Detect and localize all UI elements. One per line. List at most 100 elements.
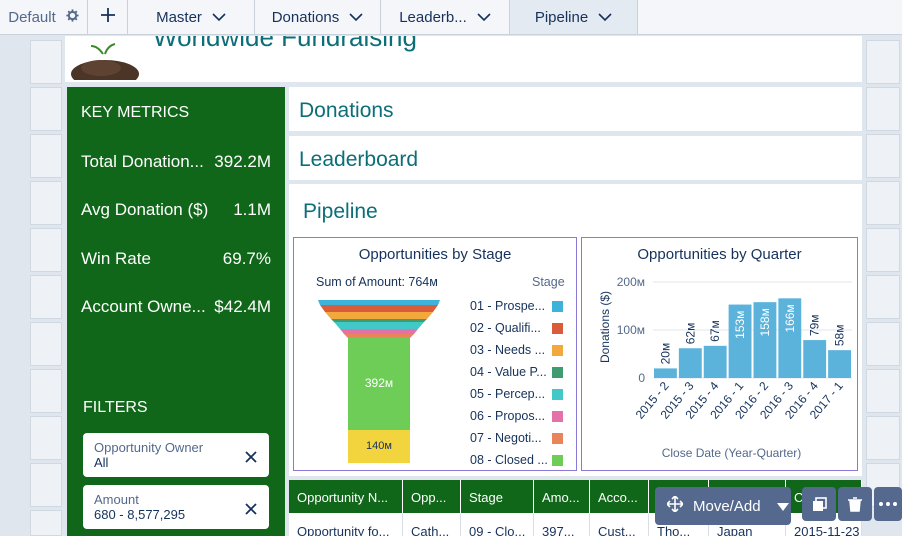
metric-value: 1.1M xyxy=(233,200,271,219)
metric-label: Win Rate xyxy=(81,249,151,268)
tab-default[interactable]: Default xyxy=(0,0,88,34)
legend-swatch xyxy=(552,301,563,312)
funnel-slice xyxy=(340,329,418,334)
bar-value-label: 62м xyxy=(683,323,697,345)
legend-item-label: 04 - Value P... xyxy=(470,365,547,379)
legend-swatch xyxy=(552,433,563,444)
caret-down-icon xyxy=(776,498,789,515)
bar-value-label: 67м xyxy=(708,320,722,342)
funnel-slice xyxy=(348,338,410,430)
legend-item-label: 02 - Qualifi... xyxy=(470,321,541,335)
plant-logo-image xyxy=(71,40,139,82)
section-title-pipeline: Pipeline xyxy=(303,200,378,223)
trash-icon xyxy=(848,496,862,512)
bar-value-label: 20м xyxy=(658,343,672,365)
funnel-slice xyxy=(325,312,433,319)
tab-donations[interactable]: Donations xyxy=(255,0,381,34)
table-header-cell[interactable]: Acco... xyxy=(590,480,649,513)
close-icon[interactable] xyxy=(245,499,257,520)
plus-icon xyxy=(100,8,115,26)
table-header-cell[interactable]: Opp... xyxy=(403,480,461,513)
funnel-slice xyxy=(334,322,424,329)
table-header-cell[interactable]: Opportunity N... xyxy=(289,480,403,513)
table-header-cell[interactable]: Stage xyxy=(461,480,534,513)
metric-label: Account Owne... xyxy=(81,297,206,316)
section-title-donations: Donations xyxy=(299,99,394,122)
bar[interactable] xyxy=(828,350,851,378)
move-arrows-icon xyxy=(666,495,684,516)
layout-grid-background xyxy=(30,40,900,536)
legend-swatch xyxy=(552,345,563,356)
copy-button[interactable] xyxy=(802,487,836,521)
legend-item-label: 07 - Negoti... xyxy=(470,431,542,445)
legend-swatch xyxy=(552,367,563,378)
bar-value-label: 158м xyxy=(758,308,772,336)
funnel-value-label: 140м xyxy=(366,440,392,452)
delete-button[interactable] xyxy=(838,487,872,521)
metric-value: $42.4M xyxy=(214,297,271,316)
tab-label: Donations xyxy=(271,8,340,26)
bar[interactable] xyxy=(778,298,802,378)
close-icon[interactable] xyxy=(245,447,257,468)
legend-item-label: 06 - Propos... xyxy=(470,409,546,423)
tab-label: Leaderb... xyxy=(399,8,467,26)
chevron-down-icon xyxy=(212,13,226,22)
filter-amount[interactable]: Amount 680 - 8,577,295 xyxy=(83,485,269,529)
table-cell: Japan xyxy=(709,514,786,536)
leaderboard-section-card[interactable]: Leaderboard xyxy=(289,136,862,180)
table-cell: 397... xyxy=(534,514,590,536)
metric-value: 392.2M xyxy=(214,152,271,171)
legend-swatch xyxy=(552,389,563,400)
tab-pipeline[interactable]: Pipeline xyxy=(510,0,638,34)
bar[interactable] xyxy=(654,368,677,378)
legend-item-label: 08 - Closed ... xyxy=(470,453,548,467)
metric-account-owner[interactable]: Account Owne... $42.4M xyxy=(81,297,271,317)
funnel-slice xyxy=(320,305,438,312)
dashboard-tab-bar: Default Master Donations Leaderb... Pipe… xyxy=(0,0,902,35)
metric-avg-donation[interactable]: Avg Donation ($) 1.1M xyxy=(81,200,271,220)
bar[interactable] xyxy=(803,340,827,378)
legend-item-label: 01 - Prospe... xyxy=(470,299,546,313)
legend-item-label: 03 - Needs ... xyxy=(470,343,546,357)
table-header-cell[interactable]: Amo... xyxy=(534,480,590,513)
chevron-down-icon xyxy=(477,13,491,22)
legend-item-label: 05 - Percep... xyxy=(470,387,546,401)
legend-swatch xyxy=(552,455,563,466)
chart-title: Opportunities by Quarter xyxy=(637,246,802,263)
move-add-label: Move/Add xyxy=(693,497,761,515)
tab-label: Default xyxy=(8,8,56,26)
opportunities-by-stage-chart[interactable]: Opportunities by Stage Sum of Amount: 76… xyxy=(293,237,577,471)
gear-icon xyxy=(66,8,79,26)
more-icon xyxy=(879,502,897,506)
filters-heading: FILTERS xyxy=(83,399,148,416)
opportunities-by-quarter-chart[interactable]: Opportunities by Quarter Donations ($) C… xyxy=(581,237,858,471)
donations-section-card[interactable]: Donations xyxy=(289,87,862,131)
funnel-slice xyxy=(331,319,427,322)
table-cell: Tho... xyxy=(649,514,709,536)
more-options-button[interactable] xyxy=(874,487,902,521)
tab-label: Pipeline xyxy=(534,8,589,26)
key-metrics-heading: KEY METRICS xyxy=(81,104,190,121)
x-axis-label: Close Date (Year-Quarter) xyxy=(661,446,802,460)
bar[interactable] xyxy=(753,302,777,378)
filter-opportunity-owner[interactable]: Opportunity Owner All xyxy=(83,433,269,477)
move-add-button[interactable]: Move/Add xyxy=(655,487,791,525)
y-tick-label: 100м xyxy=(617,323,645,337)
metric-label: Total Donation... xyxy=(81,152,204,171)
dashboard-title: Worldwide Fundraising xyxy=(153,36,417,52)
header-card: Worldwide Fundraising xyxy=(65,36,862,82)
metric-label: Avg Donation ($) xyxy=(81,200,209,219)
metric-total-donations[interactable]: Total Donation... 392.2M xyxy=(81,152,271,172)
y-tick-label: 0 xyxy=(638,371,645,385)
metric-win-rate[interactable]: Win Rate 69.7% xyxy=(81,249,271,269)
bar[interactable] xyxy=(703,345,727,378)
bar[interactable] xyxy=(728,304,752,378)
tab-leaderboard[interactable]: Leaderb... xyxy=(381,0,510,34)
bar[interactable] xyxy=(678,348,702,378)
funnel-slice xyxy=(348,430,410,463)
tab-master[interactable]: Master xyxy=(128,0,255,34)
add-tab-button[interactable] xyxy=(88,0,128,34)
table-cell: Opportunity fo... xyxy=(289,514,403,536)
bar-value-label: 166м xyxy=(783,304,797,332)
